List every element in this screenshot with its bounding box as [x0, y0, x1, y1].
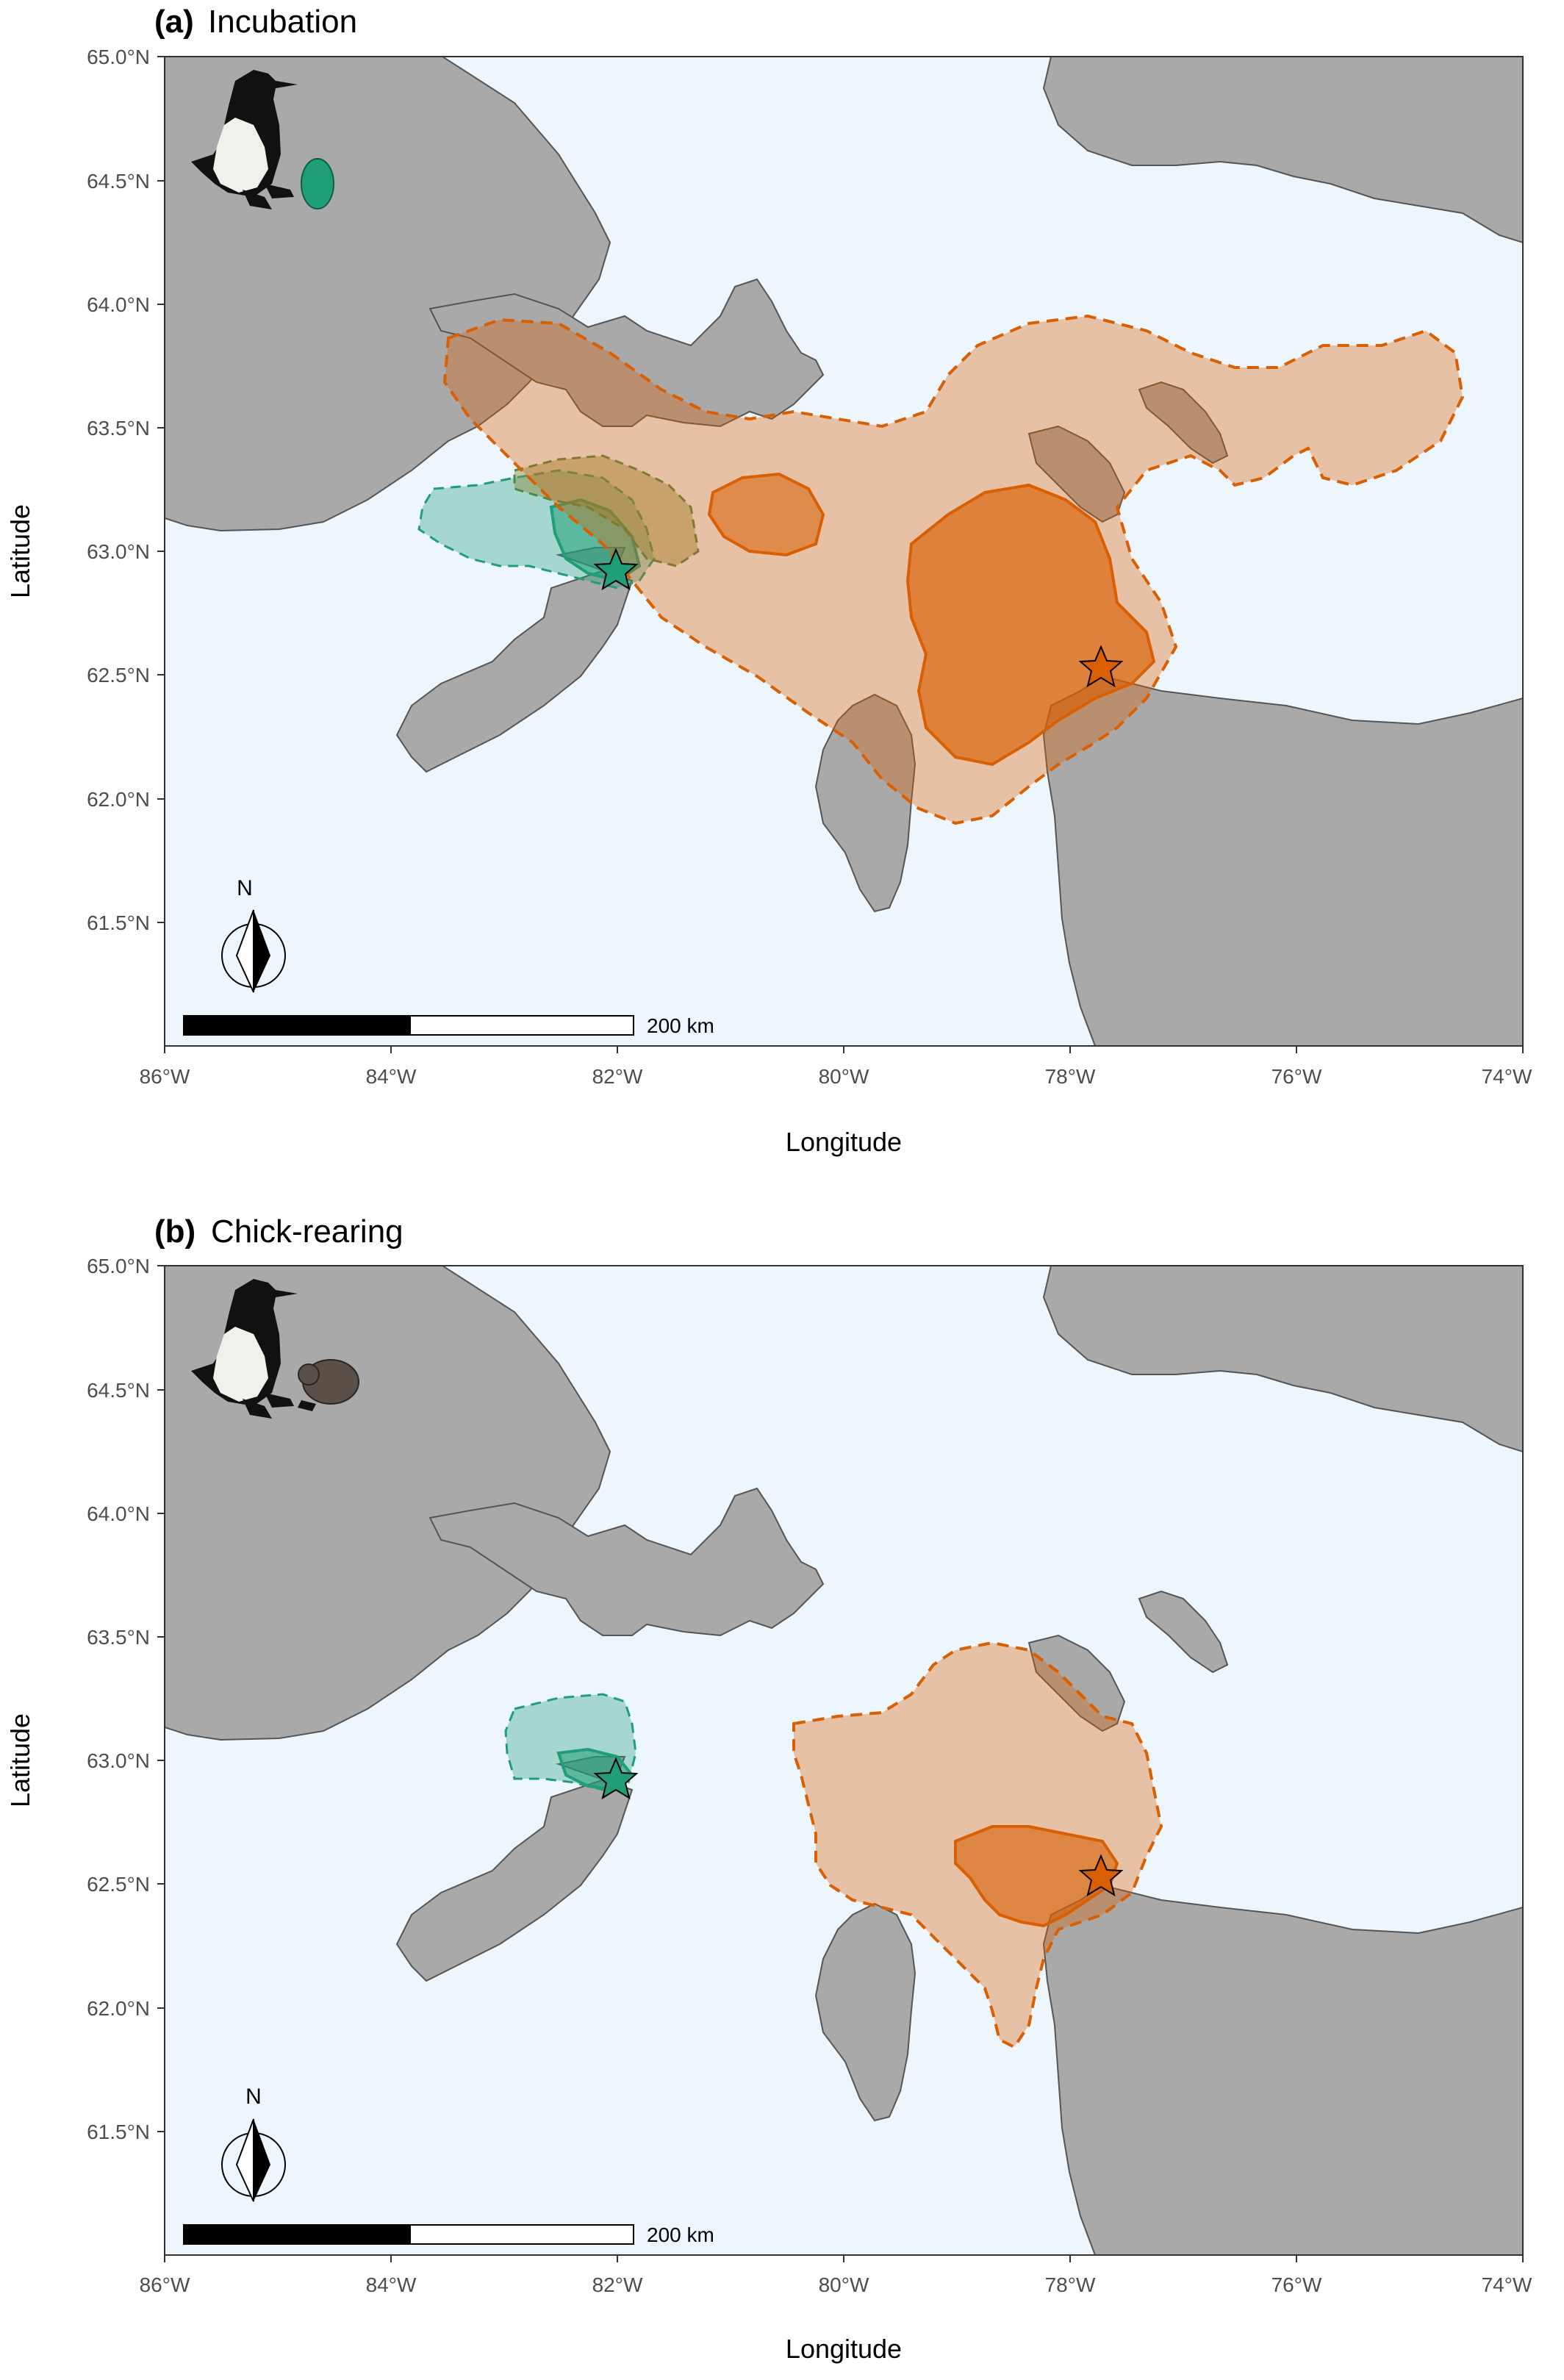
x-tick-label: 78°W — [1045, 1065, 1096, 1088]
x-tick-label: 80°W — [819, 2273, 869, 2296]
x-tick-label: 82°W — [592, 2273, 643, 2296]
panel-a-label: (a) — [154, 4, 194, 40]
y-tick-label: 63.0°N — [87, 1749, 150, 1772]
x-tick-label: 80°W — [819, 1065, 869, 1088]
panel-b: (b) Chick-rearing — [5, 1214, 1532, 2364]
y-tick-label: 63.5°N — [87, 417, 150, 440]
scale-bar: 200 km — [183, 1014, 714, 1037]
land-mass — [395, 547, 634, 773]
murre-with-chick-icon — [191, 1279, 359, 1419]
y-tick-label: 65.0°N — [87, 46, 150, 68]
y-tick-label: 61.5°N — [87, 2121, 150, 2143]
land-mass — [165, 57, 611, 532]
x-axis: 86°W 84°W 82°W 80°W 78°W 76°W 74°W Longi… — [140, 2255, 1532, 2364]
colony-west-star — [593, 1757, 639, 1800]
y-axis-title: Latitude — [5, 1713, 35, 1807]
land-mass — [814, 1902, 916, 2122]
y-tick-label: 64.5°N — [87, 1379, 150, 1402]
y-axis: 65.0°N 64.5°N 64.0°N 63.5°N 63.0°N 62.5°… — [5, 46, 165, 934]
x-axis: 86°W 84°W 82°W 80°W 78°W 76°W 74°W Longi… — [140, 1046, 1532, 1157]
land-mass — [1042, 57, 1523, 244]
y-tick-label: 65.0°N — [87, 1255, 150, 1277]
y-tick-label: 62.0°N — [87, 788, 150, 811]
x-tick-label: 84°W — [366, 2273, 417, 2296]
y-axis: 65.0°N 64.5°N 64.0°N 63.5°N 63.0°N 62.5°… — [5, 1255, 165, 2143]
panel-b-label: (b) — [154, 1214, 196, 1250]
land-mass — [814, 693, 916, 913]
x-tick-label: 82°W — [592, 1065, 643, 1088]
land-mass — [165, 1266, 611, 1741]
y-tick-label: 63.0°N — [87, 540, 150, 563]
land-mass — [1042, 1266, 1523, 1453]
x-tick-label: 74°W — [1482, 2273, 1532, 2296]
land-mass — [1027, 1634, 1126, 1732]
land-mass — [1027, 425, 1126, 523]
y-tick-label: 62.5°N — [87, 664, 150, 687]
land-mass — [1138, 381, 1229, 465]
panel-a-map-layers — [165, 57, 1523, 1046]
scale-bar-label: 200 km — [647, 1014, 714, 1037]
colony-east-star — [1078, 1854, 1124, 1897]
land-mass — [1042, 1884, 1523, 2255]
x-axis-title: Longitude — [786, 1127, 902, 1157]
north-arrow-label: N — [237, 876, 253, 900]
panel-b-title: Chick-rearing — [211, 1214, 403, 1250]
x-tick-label: 78°W — [1045, 2273, 1096, 2296]
y-tick-label: 64.0°N — [87, 1502, 150, 1525]
y-tick-label: 62.0°N — [87, 1997, 150, 2020]
land-mass — [1042, 675, 1523, 1046]
x-tick-label: 86°W — [140, 1065, 190, 1088]
land-mass — [428, 278, 825, 428]
x-tick-label: 76°W — [1271, 2273, 1322, 2296]
y-axis-title: Latitude — [5, 504, 35, 598]
north-arrow: N — [221, 2085, 286, 2202]
colony-east-star — [1078, 645, 1124, 688]
north-arrow: N — [221, 876, 286, 993]
y-tick-label: 61.5°N — [87, 911, 150, 934]
colony-west-star — [593, 548, 639, 591]
y-tick-label: 64.0°N — [87, 293, 150, 316]
range-east-core-a — [707, 472, 825, 557]
range-east-core — [954, 1825, 1119, 1928]
y-tick-label: 63.5°N — [87, 1626, 150, 1649]
north-arrow-label: N — [245, 2085, 262, 2109]
x-tick-label: 84°W — [366, 1065, 417, 1088]
scale-bar-label: 200 km — [647, 2223, 714, 2246]
x-axis-title: Longitude — [786, 2334, 902, 2364]
x-tick-label: 86°W — [140, 2273, 190, 2296]
land-mass — [1138, 1590, 1229, 1674]
y-tick-label: 64.5°N — [87, 170, 150, 193]
scale-bar: 200 km — [183, 2223, 714, 2246]
range-east-core-b — [905, 483, 1156, 767]
x-tick-label: 74°W — [1482, 1065, 1532, 1088]
murre-with-egg-icon — [191, 70, 334, 209]
panel-a-title: Incubation — [208, 4, 357, 40]
y-tick-label: 62.5°N — [87, 1873, 150, 1896]
panel-a: (a) Incubation — [5, 4, 1532, 1157]
x-tick-label: 76°W — [1271, 1065, 1322, 1088]
land-mass — [428, 1487, 825, 1637]
range-west-overlap — [513, 454, 700, 567]
panel-b-map-layers — [165, 1266, 1523, 2255]
